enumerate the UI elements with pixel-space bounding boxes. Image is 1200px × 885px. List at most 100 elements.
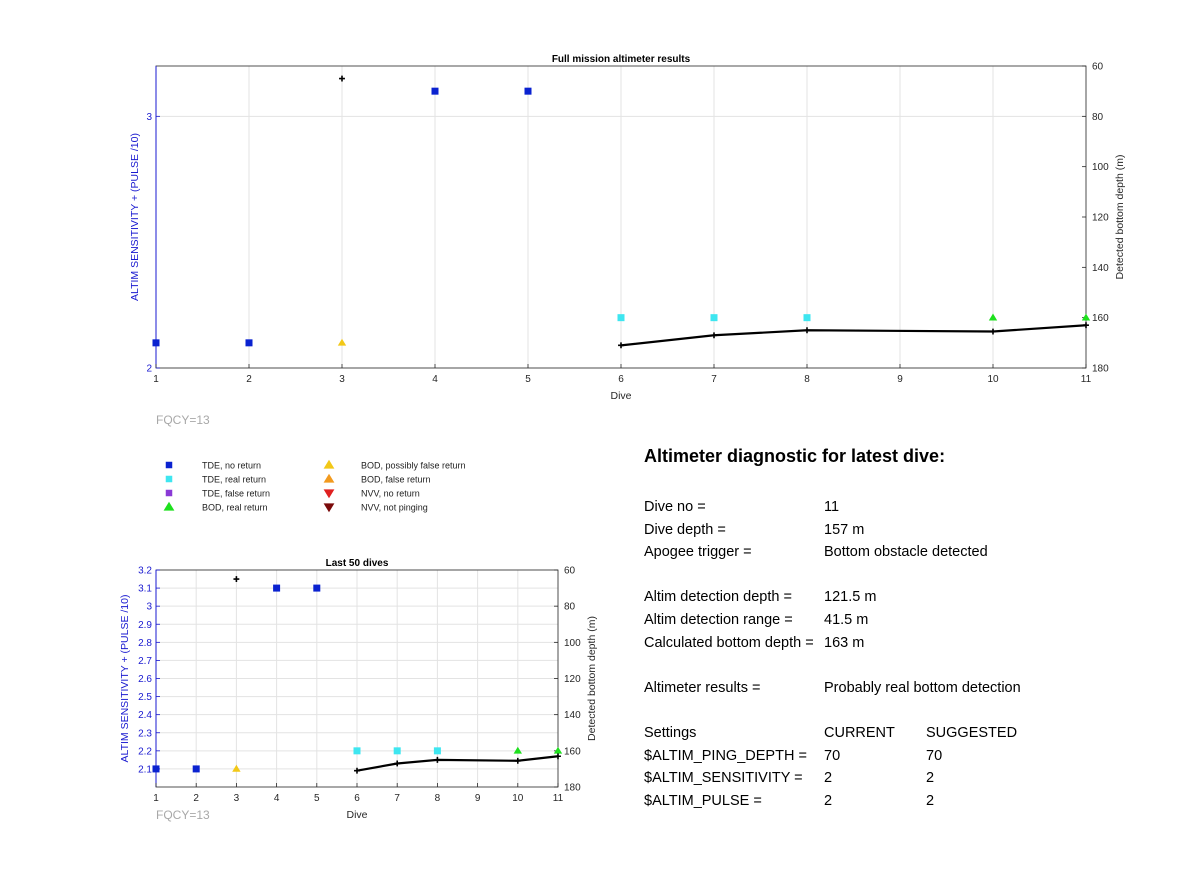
setting-name: $ALTIM_SENSITIVITY = [644,770,803,787]
dive-no-row: Dive no = 11 [644,496,1164,519]
legend-item: BOD, real return [163,501,268,513]
detection-range-row: Altim detection range = 41.5 m [644,609,1164,632]
x-tick-label: 3 [234,793,240,804]
detection-range-label: Altim detection range = [644,611,793,628]
y2-tick-label: 120 [1092,213,1109,224]
legend-label: TDE, false return [202,489,270,499]
y-tick-label: 2.4 [138,710,152,721]
y-tick-label: 2.6 [138,674,152,685]
legend-item: TDE, no return [165,461,261,471]
data-point [354,767,360,774]
setting-current: 2 [824,792,833,809]
legend-label: TDE, no return [202,461,261,471]
y-tick-label: 2.2 [138,746,152,757]
altimeter-results-value: Probably real bottom detection [824,679,1021,696]
x-tick-label: 10 [512,793,524,804]
y2-tick-label: 180 [564,783,581,794]
x-tick-label: 7 [711,374,717,385]
y-tick-label: 2 [146,364,152,375]
data-point [339,75,345,82]
series [353,747,441,755]
data-point [433,747,441,755]
current-header: CURRENT [824,724,895,741]
y2-tick-label: 140 [1092,263,1109,274]
series [339,75,345,82]
y2-tick-label: 140 [564,710,581,721]
last-50-dives-chart: 1 2 3 4 5 6 7 8 9 10 11 2.1 2.2 2.3 2.4 2.5 2.6 2.7 2.8 2.9… [119,558,598,822]
apogee-trigger-value: Bottom obstacle detected [824,544,988,561]
x-tick-label: 4 [274,793,280,804]
setting-current: 70 [824,747,841,764]
setting-row-sensitivity: $ALTIM_SENSITIVITY = 2 2 [644,767,1164,790]
legend-label: BOD, real return [202,503,268,513]
full-mission-chart: 1 2 3 4 5 6 7 8 9 10 11236080100120140160180DiveAL… [129,54,1126,427]
legend-item: TDE, false return [165,489,270,499]
legend-item: NVV, not pinging [323,503,428,513]
setting-name: $ALTIM_PING_DEPTH = [644,747,807,764]
series [152,584,321,773]
data-point [273,584,281,592]
x-tick-label: 8 [804,374,810,385]
setting-suggested: 2 [926,792,935,809]
y2-tick-label: 60 [564,566,576,577]
depth-line [620,324,1087,347]
legend-label: NVV, no return [361,489,420,499]
x-tick-label: 2 [193,793,199,804]
y2-tick-label: 160 [1092,313,1109,324]
legend-label: TDE, real return [202,475,266,485]
dive-no-value: 11 [824,499,840,515]
y2-tick-label: 100 [1092,162,1109,173]
x-axis-label: Dive [610,390,631,402]
y-tick-label: 3 [146,112,152,123]
data-point [711,332,717,339]
data-point [514,757,521,764]
y2-tick-label: 120 [564,674,581,685]
legend-marker [323,489,335,499]
setting-row-pulse: $ALTIM_PULSE = 2 2 [644,790,1164,813]
legend-marker [323,459,335,469]
data-point [710,314,718,322]
x-tick-label: 2 [246,374,252,385]
y2-tick-label: 100 [564,638,581,649]
y-tick-label: 2.5 [138,692,152,703]
setting-suggested: 2 [926,770,935,787]
y2-tick-label: 180 [1092,364,1109,375]
x-tick-label: 6 [354,793,360,804]
settings-header-row: Settings CURRENT SUGGESTED [644,722,1164,745]
y-axis-label: ALTIM SENSITIVITY + (PULSE /10) [119,595,131,763]
calculated-depth-row: Calculated bottom depth = 163 m [644,632,1164,655]
legend-marker [165,489,173,497]
legend-marker [163,501,175,511]
x-tick-label: 5 [314,793,320,804]
legend-item: BOD, false return [323,473,431,485]
x-tick-label: 1 [153,374,159,385]
data-point [337,338,347,346]
setting-suggested: 70 [926,747,943,764]
setting-name: $ALTIM_PULSE = [644,792,762,809]
legend-item: NVV, no return [323,489,420,499]
legend-marker [165,461,173,469]
y-tick-label: 3.2 [138,566,152,577]
y-tick-label: 2.9 [138,620,152,631]
data-point [988,313,998,321]
fqcy-annotation: FQCY=13 [156,413,210,427]
altimeter-diagnostic-panel: Altimeter diagnostic for latest dive: Di… [644,446,1164,812]
settings-label: Settings [644,724,697,741]
y2-tick-label: 160 [564,746,581,757]
data-point [617,314,625,322]
fqcy-annotation: FQCY=13 [156,808,210,822]
y-tick-label: 2.8 [138,638,152,649]
data-point [245,339,253,347]
x-tick-label: 1 [153,793,159,804]
y-axis-label: ALTIM SENSITIVITY + (PULSE /10) [129,133,141,301]
data-point [555,753,561,760]
y-tick-label: 2.1 [138,764,152,775]
dive-no-label: Dive no = [644,499,706,515]
legend-label: NVV, not pinging [361,503,428,513]
data-point [990,328,996,335]
setting-row-ping-depth: $ALTIM_PING_DEPTH = 70 70 [644,745,1164,768]
x-tick-label: 3 [339,374,345,385]
data-point [1083,322,1089,329]
detection-depth-row: Altim detection depth = 121.5 m [644,586,1164,609]
